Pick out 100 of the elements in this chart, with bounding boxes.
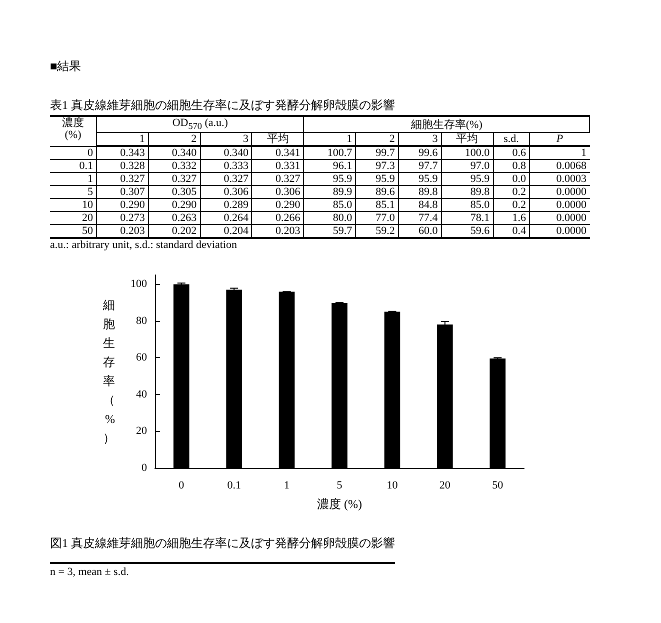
text: 89.8 — [470, 186, 490, 198]
text: 0.332 — [172, 160, 197, 172]
category-label: 10 — [82, 199, 94, 212]
text: 95.9 — [418, 173, 438, 186]
category-label: 1 — [96, 132, 148, 146]
text: 0.333 — [224, 160, 248, 172]
text: n = 3, mean ± s.d. — [50, 566, 129, 578]
category-label: 5 — [88, 186, 94, 198]
category-label: 50 — [82, 225, 94, 238]
text: 77.0 — [376, 212, 395, 224]
text: 0.289 — [224, 199, 248, 212]
text: 0.340 — [172, 147, 197, 160]
text: 0.341 — [276, 147, 300, 160]
category-label: 0 — [88, 146, 94, 159]
text: 0.306 — [224, 186, 248, 198]
text: ■結果 — [50, 58, 82, 75]
text: 0.6 — [512, 147, 526, 160]
text: 97.7 — [418, 160, 438, 172]
text: 78.1 — [470, 212, 490, 224]
text: 80.0 — [332, 212, 352, 224]
text: 0.204 — [224, 225, 248, 238]
x-tick-label: 5 — [336, 480, 343, 492]
text: 59.6 — [470, 225, 490, 238]
text: 0.307 — [120, 186, 145, 198]
text: 99.7 — [376, 147, 395, 160]
text: 0.8 — [512, 160, 526, 172]
y-tick-label: 80 — [136, 314, 148, 327]
text: 0.203 — [276, 225, 300, 238]
y-tick-label: 60 — [136, 352, 148, 364]
category-label: 1 — [304, 132, 356, 146]
category-label: P — [529, 132, 590, 146]
text: 100.0 — [464, 147, 490, 160]
text: 0.290 — [172, 199, 197, 212]
text: 0.202 — [172, 225, 197, 238]
text: 97.3 — [376, 160, 395, 172]
text: 77.4 — [418, 212, 438, 224]
text: 0.0000 — [556, 225, 586, 238]
x-tick-label: 50 — [492, 480, 504, 492]
text: 0.2 — [512, 186, 526, 198]
text: 0.273 — [120, 212, 145, 224]
text: 0.327 — [172, 173, 197, 186]
text: OD$_{570}$ (a.u.) — [96, 116, 304, 133]
text: 97.0 — [470, 160, 490, 172]
text: 59.2 — [376, 225, 395, 238]
text: 60.0 — [418, 225, 438, 238]
text: 89.6 — [376, 186, 395, 198]
text: a.u.: arbitrary unit, s.d.: standard deviation — [50, 239, 238, 252]
text: 0.340 — [224, 147, 248, 160]
y-tick-label: 40 — [136, 388, 148, 400]
text: 0.328 — [120, 160, 145, 172]
text: 0.327 — [120, 173, 145, 186]
text: 0.327 — [276, 173, 300, 186]
text: 1.6 — [512, 212, 526, 224]
text: 96.1 — [332, 160, 352, 172]
category-label: 3 — [200, 132, 252, 146]
text: 0.0068 — [556, 160, 586, 172]
text: 0.290 — [276, 199, 300, 212]
text: 0.266 — [276, 212, 300, 224]
text: 84.8 — [418, 199, 438, 212]
x-tick-label: 10 — [386, 480, 398, 492]
text: 85.0 — [470, 199, 490, 212]
text: 85.0 — [332, 199, 352, 212]
text: 89.9 — [332, 186, 352, 198]
text: 0.0000 — [556, 212, 586, 224]
text: 細胞生存率(%) — [304, 116, 590, 133]
text: 0.0 — [512, 173, 526, 186]
text: 0.327 — [224, 173, 248, 186]
x-tick-label: 20 — [439, 480, 451, 492]
text: 0.203 — [120, 225, 145, 238]
text: 89.8 — [418, 186, 438, 198]
category-label: 平均 — [252, 132, 304, 146]
x-tick-label: 0.1 — [227, 480, 241, 492]
x-tick-label: 0 — [178, 480, 185, 492]
y-tick-label: 20 — [136, 425, 148, 438]
text: 0.0000 — [556, 199, 586, 212]
text: 図1 真皮線維芽細胞の細胞生存率に及ぼす発酵分解卵殻膜の影響 — [50, 535, 395, 552]
category-label: 0.1 — [79, 160, 94, 172]
category-label: 2 — [148, 132, 200, 146]
text: 0.0003 — [556, 173, 586, 186]
text: 99.6 — [418, 147, 438, 160]
text: 濃度 (%) — [50, 116, 97, 146]
text: 0.306 — [276, 186, 300, 198]
category-label: 2 — [356, 132, 398, 146]
text: 表1 真皮線維芽細胞の細胞生存率に及ぼす発酵分解卵殻膜の影響 — [50, 97, 396, 114]
y-tick-label: 0 — [142, 462, 148, 474]
x-tick-label: 1 — [284, 480, 290, 492]
text: 0.343 — [120, 147, 145, 160]
text: 0.264 — [224, 212, 248, 224]
text: 85.1 — [376, 199, 395, 212]
text: 0.4 — [512, 225, 526, 238]
y-tick-label: 100 — [130, 278, 148, 290]
text: 100.7 — [327, 147, 352, 160]
text: 59.7 — [332, 225, 352, 238]
text: 0.0000 — [556, 186, 586, 198]
category-label: 3 — [398, 132, 442, 146]
category-label: s.d. — [493, 132, 530, 146]
text: 95.9 — [470, 173, 490, 186]
text: 0.331 — [276, 160, 300, 172]
text: 0.2 — [512, 199, 526, 212]
y-axis-title: 細胞生存率（%） — [102, 298, 115, 445]
